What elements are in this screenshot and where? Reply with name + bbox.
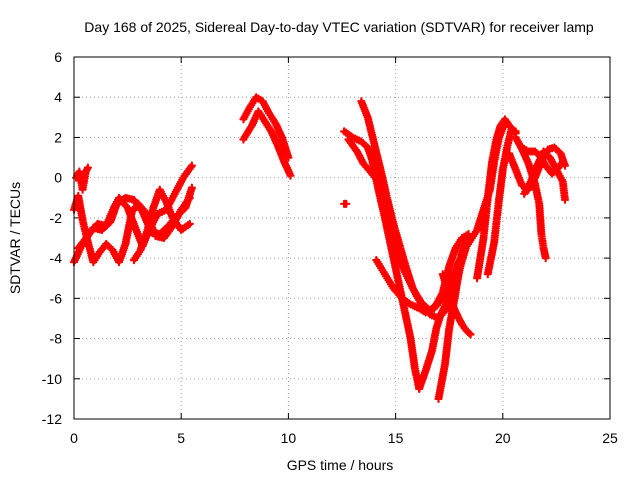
series-track-3 [72,163,92,194]
x-tick-label: 0 [70,430,78,446]
series-markers [74,183,196,253]
series-markers [340,199,351,208]
y-tick-label: -4 [50,250,63,266]
tick-labels: 0 5 10 15 20 25 -12 -10 -8 -6 -4 -2 0 2 4 6 [42,49,618,446]
series-track-5 [129,185,194,265]
series-markers [518,143,567,178]
data-series [69,93,570,403]
x-tick-label: 10 [281,430,297,446]
y-tick-label: -10 [42,371,62,387]
series-track-7 [239,107,295,180]
series-markers [239,107,295,180]
chart-title: Day 168 of 2025, Sidereal Day-to-day VTE… [84,19,594,35]
series-track-4 [74,183,196,253]
x-tick-label: 5 [177,430,185,446]
y-tick-label: -6 [50,290,63,306]
y-axis-label: SDTVAR / TECUs [7,182,23,294]
grid [74,57,610,419]
series-track-8 [340,199,351,208]
series-track-17 [473,115,520,283]
y-tick-label: -8 [50,331,63,347]
series-track-18 [483,125,520,279]
plot-frame [73,56,611,420]
series-markers [72,163,92,194]
y-tick-label: 4 [54,89,62,105]
y-tick-label: -12 [42,411,62,427]
series-track-6 [239,93,293,162]
series-track-22 [518,143,567,178]
series-markers [473,115,520,283]
y-tick-label: 0 [54,170,62,186]
series-markers [483,125,520,279]
x-tick-label: 15 [388,430,404,446]
x-axis-label: GPS time / hours [287,457,394,473]
x-tick-label: 25 [602,430,618,446]
y-tick-label: -2 [50,210,63,226]
y-tick-label: 2 [54,129,62,145]
series-markers [129,185,194,265]
y-tick-label: 6 [54,49,62,65]
x-tick-label: 20 [495,430,511,446]
series-markers [239,93,293,162]
